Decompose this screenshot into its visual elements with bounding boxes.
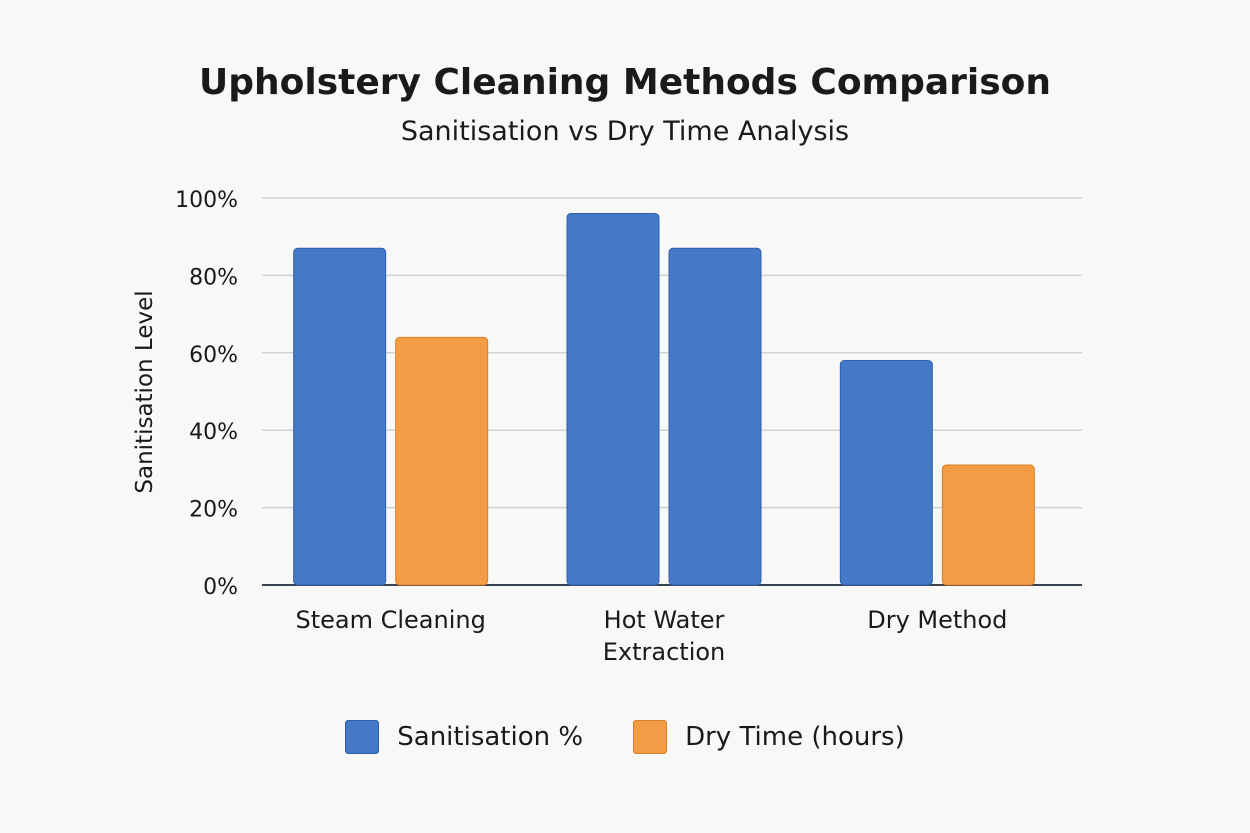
y-tick-label: 40% xyxy=(189,420,238,445)
y-tick-label: 20% xyxy=(189,498,238,523)
chart-title: Upholstery Cleaning Methods Comparison xyxy=(198,62,1052,103)
bar-sanitisation xyxy=(566,212,660,586)
bar-dry-time xyxy=(395,336,489,586)
x-tick-label: Dry Method xyxy=(867,606,1007,634)
x-tick-label: Extraction xyxy=(603,638,726,666)
x-tick-label: Hot Water xyxy=(604,606,725,634)
legend: Sanitisation % Dry Time (hours) xyxy=(0,720,1250,754)
bar-dry-time xyxy=(668,247,762,586)
x-tick-label: Steam Cleaning xyxy=(295,606,485,634)
y-tick-label: 80% xyxy=(189,265,238,290)
legend-label-sanitisation: Sanitisation % xyxy=(397,722,584,752)
bar-sanitisation xyxy=(293,247,387,586)
legend-swatch-sanitisation xyxy=(345,720,380,754)
legend-swatch-dry-time xyxy=(633,720,668,754)
legend-item-dry-time: Dry Time (hours) xyxy=(633,720,905,754)
legend-item-sanitisation: Sanitisation % xyxy=(345,720,583,754)
bar-sanitisation xyxy=(839,360,933,586)
chart-subtitle: Sanitisation vs Dry Time Analysis xyxy=(400,116,850,147)
legend-label-dry-time: Dry Time (hours) xyxy=(685,722,905,752)
y-tick-label: 0% xyxy=(203,575,238,600)
y-tick-label: 100% xyxy=(175,188,238,213)
y-tick-label: 60% xyxy=(189,343,238,368)
bar-dry-time xyxy=(941,464,1035,586)
y-axis-label: Sanitisation Level xyxy=(132,290,158,493)
